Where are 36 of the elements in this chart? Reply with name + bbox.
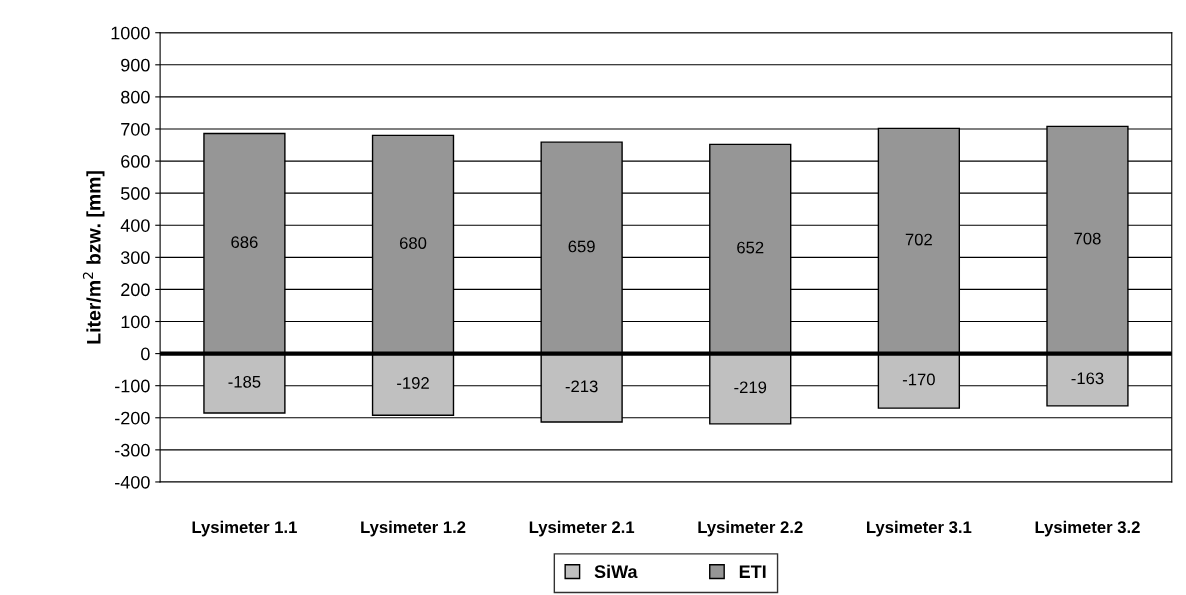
data-label: -219 bbox=[734, 381, 767, 394]
data-label: -170 bbox=[902, 373, 935, 386]
y-tick-label: 400 bbox=[120, 219, 150, 232]
data-label: -213 bbox=[565, 380, 598, 393]
data-label: 708 bbox=[1074, 232, 1101, 245]
y-tick-label: 800 bbox=[121, 90, 150, 104]
data-label: 652 bbox=[737, 241, 764, 254]
x-tick-label: Lysimeter 3.2 bbox=[1035, 520, 1140, 537]
y-tick-label: 900 bbox=[121, 58, 150, 72]
y-tick-label: 600 bbox=[121, 155, 150, 168]
y-tick-label: 500 bbox=[120, 187, 150, 200]
y-tick-label: -300 bbox=[115, 443, 150, 457]
y-tick-label: -100 bbox=[115, 379, 150, 393]
legend-label: ETI bbox=[739, 565, 766, 578]
data-label: -185 bbox=[228, 375, 261, 388]
y-tick-label: 100 bbox=[121, 315, 150, 329]
y-tick-label: 1000 bbox=[111, 26, 150, 40]
data-label: 680 bbox=[399, 237, 427, 249]
x-tick-label: Lysimeter 2.1 bbox=[529, 520, 635, 537]
y-axis-title: Liter/m$^{2}$ bzw. [mm] bbox=[82, 171, 105, 344]
x-tick-label: Lysimeter 3.1 bbox=[867, 520, 972, 537]
data-label: -192 bbox=[397, 377, 429, 389]
x-tick-label: Lysimeter 1.2 bbox=[361, 520, 466, 537]
x-tick-label: Lysimeter 1.1 bbox=[192, 520, 297, 537]
y-tick-label: 300 bbox=[120, 251, 150, 265]
data-label: 702 bbox=[905, 233, 932, 246]
y-tick-label: -400 bbox=[115, 475, 150, 489]
y-tick-label: 200 bbox=[121, 283, 150, 297]
y-tick-label: 0 bbox=[141, 347, 150, 361]
y-tick-label: 700 bbox=[121, 122, 150, 136]
x-tick-label: Lysimeter 2.2 bbox=[698, 520, 803, 537]
data-label: 686 bbox=[231, 236, 258, 249]
y-tick-label: -200 bbox=[115, 411, 150, 425]
legend-label: SiWa bbox=[594, 564, 638, 579]
data-label: 659 bbox=[568, 240, 595, 253]
data-label: -163 bbox=[1071, 372, 1104, 385]
